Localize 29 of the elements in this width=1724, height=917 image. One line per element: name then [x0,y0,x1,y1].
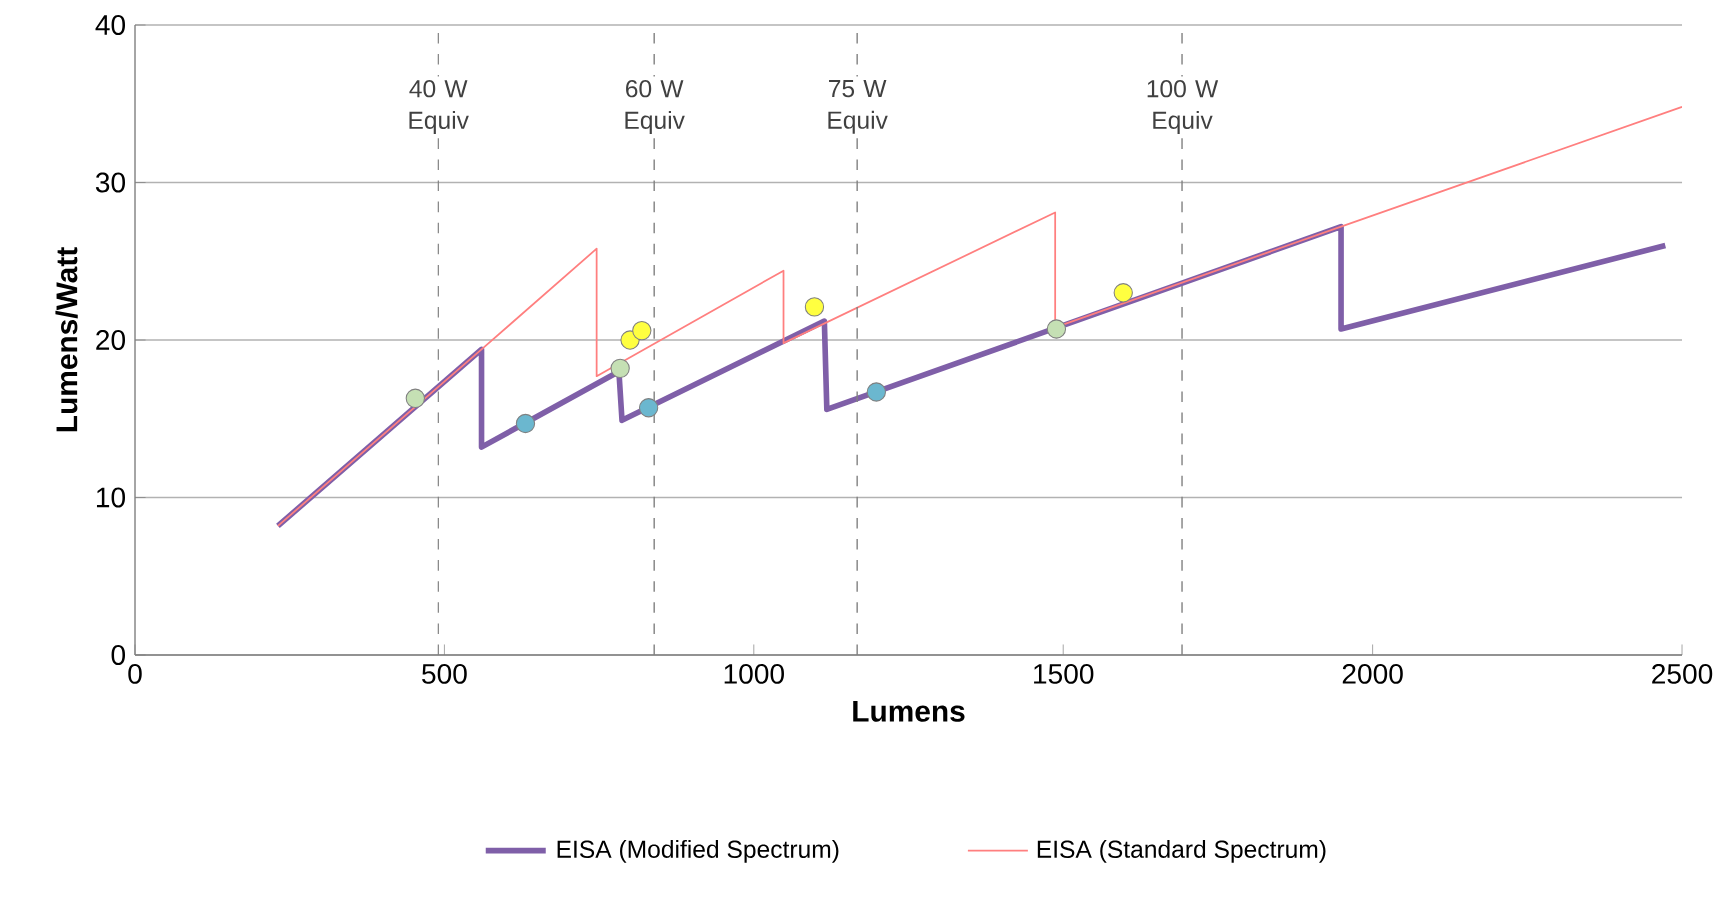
x-tick-label: 2000 [1342,663,1403,684]
x-tick-label: 2500 [1652,663,1713,684]
x-tick-label: 1000 [724,663,784,684]
y-tick-label: 30 [95,172,126,193]
ref-line-label: 100 W Equiv [1147,80,1219,134]
point [405,388,425,408]
y-tick-label: 20 [96,330,126,350]
legend-label: EISA (Standard Spectrum) [1037,839,1326,863]
x-tick-label: 1500 [1034,663,1094,684]
x-tick-label: 500 [422,663,467,684]
point [638,398,659,418]
x-tick-label: 0 [128,663,142,684]
y-tick-label: 0 [111,645,126,665]
point [515,413,536,434]
point [610,358,630,379]
legend-label: EISA (Modified Spectrum) [557,839,839,863]
ref-line-label: 40 W Equiv [409,80,469,134]
line-series [277,106,1683,527]
ref-line-label: 60 W Equiv [625,80,685,134]
point [1113,283,1133,303]
point [632,320,652,341]
ref-line-label: 75 W Equiv [828,80,888,134]
x-axis-title: Lumens [853,700,965,722]
point [866,382,887,402]
y-tick-label: 10 [96,487,126,508]
y-axis-title: Lumens/Watt [55,247,78,432]
point [804,297,825,317]
point [1046,319,1067,339]
y-tick-label: 40 [95,15,126,35]
